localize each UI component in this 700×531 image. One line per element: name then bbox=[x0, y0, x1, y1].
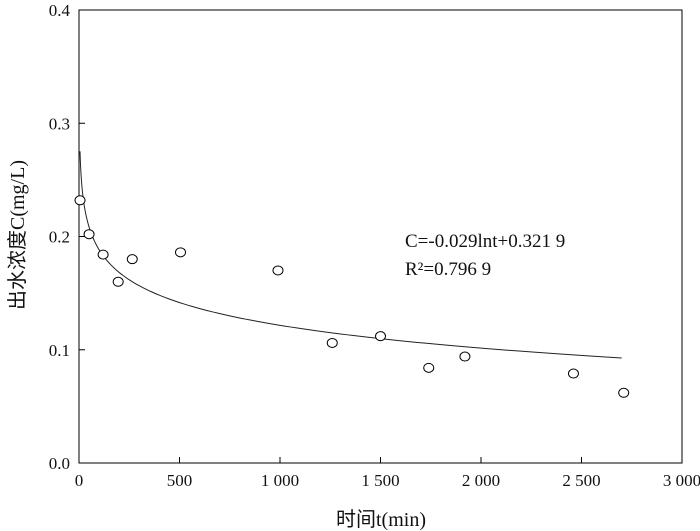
data-point bbox=[459, 351, 471, 362]
data-point bbox=[175, 247, 187, 258]
y-tick-label: 0.4 bbox=[49, 1, 71, 20]
data-point bbox=[74, 195, 86, 206]
x-tick-label: 500 bbox=[167, 471, 193, 490]
x-tick-label: 2 500 bbox=[562, 471, 600, 490]
y-tick-label: 0.2 bbox=[49, 228, 70, 247]
scatter-points bbox=[74, 195, 630, 398]
data-point bbox=[97, 249, 109, 260]
fit-curve-group bbox=[79, 151, 622, 359]
data-point bbox=[326, 337, 338, 348]
tick-group: 0 500 1 000 1 500 2 000 2 500 3 000 0.0 0.1 0.2 0.… bbox=[49, 1, 700, 490]
x-tick-label: 1 000 bbox=[261, 471, 299, 490]
x-axis-title: 时间t(min) bbox=[336, 508, 426, 531]
equation-label: C=-0.029lnt+0.321 9 bbox=[405, 231, 565, 252]
y-tick-label: 0.3 bbox=[49, 114, 70, 133]
data-point bbox=[618, 387, 630, 398]
data-point bbox=[272, 265, 284, 276]
data-point bbox=[423, 362, 435, 373]
x-tick-label: 2 000 bbox=[462, 471, 500, 490]
y-tick-label: 0.0 bbox=[49, 454, 70, 473]
y-tick-label: 0.1 bbox=[49, 341, 70, 360]
x-tick-label: 1 500 bbox=[361, 471, 399, 490]
data-point bbox=[567, 368, 579, 379]
data-point bbox=[126, 254, 138, 265]
x-tick-label: 0 bbox=[75, 471, 84, 490]
data-point bbox=[112, 276, 124, 287]
fit-curve bbox=[79, 151, 622, 359]
data-point bbox=[375, 331, 386, 342]
x-tick-label: 3 000 bbox=[663, 471, 700, 490]
y-axis-title: 出水浓度C(mg/L) bbox=[6, 160, 29, 310]
data-point bbox=[83, 229, 95, 240]
plot-frame bbox=[78, 9, 683, 464]
r-squared-label: R²=0.796 9 bbox=[405, 259, 491, 280]
